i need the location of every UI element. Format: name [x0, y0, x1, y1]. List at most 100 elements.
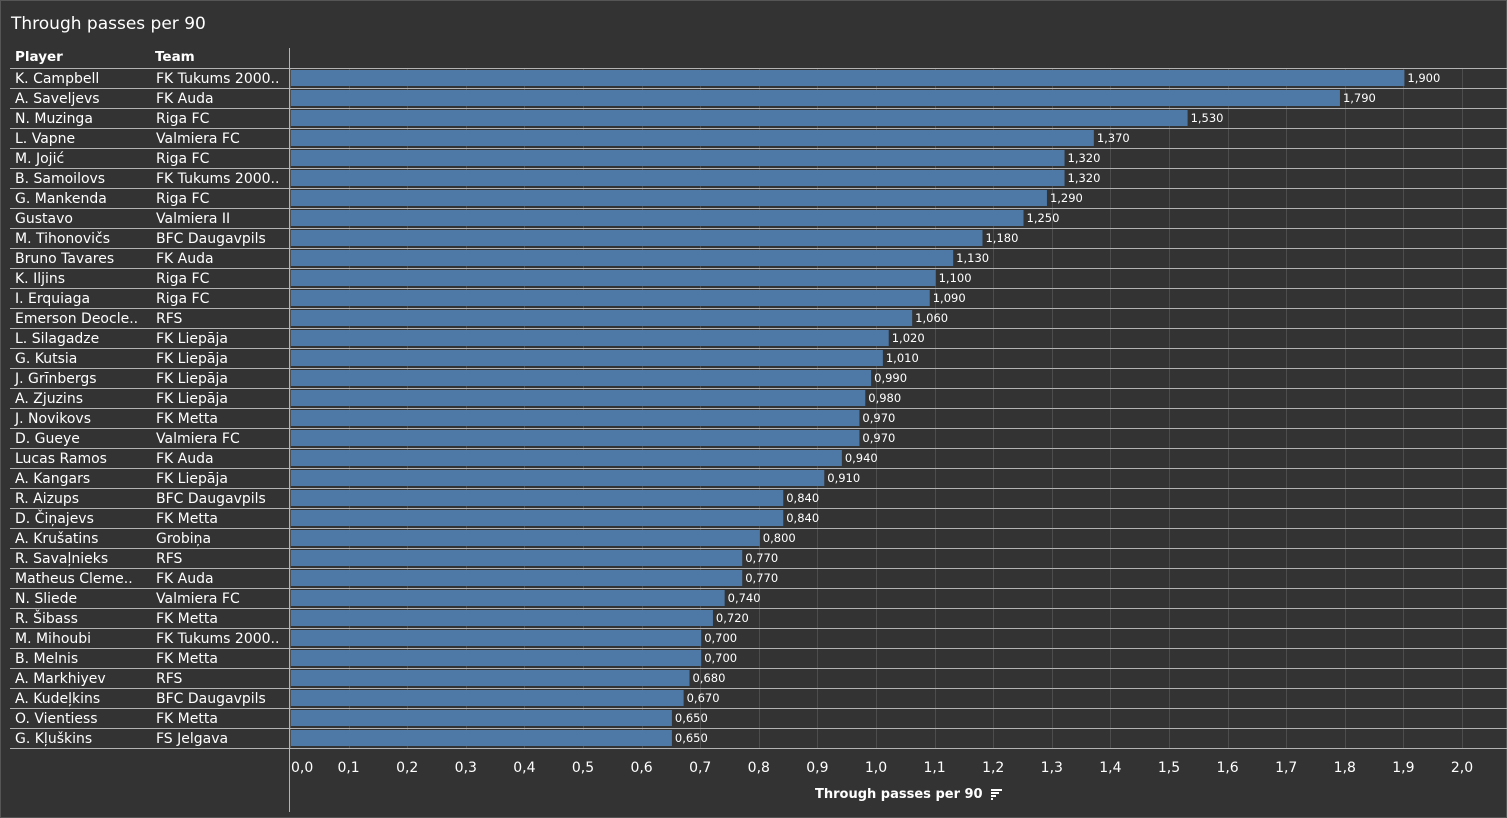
team-name[interactable]: FK Metta [156, 651, 218, 667]
player-name[interactable]: R. Šibass [15, 609, 78, 627]
bar[interactable] [291, 210, 1024, 226]
bar[interactable] [291, 130, 1094, 146]
team-name[interactable]: FK Liepāja [156, 331, 228, 347]
bar[interactable] [291, 730, 672, 746]
bar[interactable] [291, 490, 784, 506]
bar[interactable] [291, 250, 954, 266]
team-name[interactable]: FK Auda [156, 451, 214, 467]
team-name[interactable]: FK Liepāja [156, 391, 228, 407]
player-name[interactable]: L. Vapne [15, 131, 75, 147]
bar[interactable] [291, 110, 1188, 126]
player-name[interactable]: B. Melnis [15, 651, 78, 667]
player-name[interactable]: A. Saveljevs [15, 91, 100, 107]
bar[interactable] [291, 70, 1405, 86]
player-name[interactable]: G. Kļuškins [15, 731, 92, 747]
team-name[interactable]: FK Metta [156, 711, 218, 727]
bar[interactable] [291, 390, 866, 406]
bar[interactable] [291, 550, 743, 566]
bar[interactable] [291, 230, 983, 246]
player-name[interactable]: N. Sliede [15, 591, 77, 607]
player-name[interactable]: Emerson Deocle.. [15, 311, 138, 327]
team-name[interactable]: BFC Daugavpils [156, 691, 266, 707]
bar[interactable] [291, 610, 713, 626]
bar[interactable] [291, 190, 1047, 206]
team-name[interactable]: FK Tukums 2000.. [156, 71, 279, 87]
bar[interactable] [291, 590, 725, 606]
bar[interactable] [291, 150, 1065, 166]
bar[interactable] [291, 90, 1340, 106]
player-name[interactable]: L. Silagadze [15, 331, 99, 347]
team-name[interactable]: FS Jelgava [156, 731, 228, 747]
x-axis-title[interactable]: Through passes per 90 [815, 787, 1003, 802]
team-name[interactable]: FK Metta [156, 511, 218, 527]
team-name[interactable]: Riga FC [156, 291, 210, 307]
player-name[interactable]: Matheus Cleme.. [15, 571, 133, 587]
bar[interactable] [291, 290, 930, 306]
bar[interactable] [291, 170, 1065, 186]
bar[interactable] [291, 330, 889, 346]
team-name[interactable]: Valmiera FC [156, 131, 240, 147]
team-name[interactable]: Valmiera FC [156, 591, 240, 607]
player-name[interactable]: Bruno Tavares [15, 251, 114, 267]
bar[interactable] [291, 510, 784, 526]
team-name[interactable]: BFC Daugavpils [156, 491, 266, 507]
team-name[interactable]: Riga FC [156, 191, 210, 207]
team-name[interactable]: Valmiera II [156, 211, 230, 227]
bar[interactable] [291, 350, 883, 366]
player-name[interactable]: G. Mankenda [15, 191, 107, 207]
player-name[interactable]: Gustavo [15, 211, 73, 227]
team-name[interactable]: RFS [156, 671, 183, 687]
bar[interactable] [291, 690, 684, 706]
bar[interactable] [291, 630, 702, 646]
team-name[interactable]: Riga FC [156, 271, 210, 287]
team-name[interactable]: FK Metta [156, 611, 218, 627]
player-name[interactable]: N. Muzinga [15, 111, 93, 127]
player-name[interactable]: A. Krušatins [15, 531, 98, 547]
player-column-header[interactable]: Player [15, 49, 63, 65]
bar[interactable] [291, 450, 842, 466]
bar[interactable] [291, 710, 672, 726]
player-name[interactable]: M. Tihonovičs [15, 231, 110, 247]
bar[interactable] [291, 430, 860, 446]
team-name[interactable]: FK Auda [156, 571, 214, 587]
player-name[interactable]: G. Kutsia [15, 351, 77, 367]
team-name[interactable]: FK Tukums 2000.. [156, 171, 279, 187]
team-name[interactable]: FK Auda [156, 91, 214, 107]
sort-descending-icon[interactable] [991, 789, 1003, 800]
player-name[interactable]: K. Iljins [15, 271, 65, 287]
player-name[interactable]: I. Erquiaga [15, 291, 90, 307]
bar[interactable] [291, 370, 872, 386]
player-name[interactable]: A. Kudeļkins [15, 691, 100, 707]
player-name[interactable]: A. Zjuzins [15, 391, 83, 407]
player-name[interactable]: A. Markhiyev [15, 671, 106, 687]
team-name[interactable]: FK Auda [156, 251, 214, 267]
team-name[interactable]: FK Tukums 2000.. [156, 631, 279, 647]
bar[interactable] [291, 650, 702, 666]
team-name[interactable]: FK Liepāja [156, 351, 228, 367]
player-name[interactable]: M. Mihoubi [15, 631, 91, 647]
team-name[interactable]: Valmiera FC [156, 431, 240, 447]
team-name[interactable]: Riga FC [156, 111, 210, 127]
bar[interactable] [291, 570, 743, 586]
player-name[interactable]: O. Vientiess [15, 711, 98, 727]
player-name[interactable]: J. Grīnbergs [14, 371, 97, 387]
player-name[interactable]: A. Kangars [15, 471, 90, 487]
player-name[interactable]: Lucas Ramos [15, 451, 107, 467]
player-name[interactable]: D. Gueye [15, 431, 80, 447]
team-name[interactable]: RFS [156, 551, 183, 567]
player-name[interactable]: R. Savaļnieks [15, 551, 108, 567]
team-name[interactable]: RFS [156, 311, 183, 327]
player-name[interactable]: K. Campbell [15, 71, 99, 87]
team-name[interactable]: Riga FC [156, 151, 210, 167]
team-name[interactable]: FK Liepāja [156, 471, 228, 487]
team-name[interactable]: Grobiņa [156, 531, 211, 547]
bar[interactable] [291, 410, 860, 426]
team-column-header[interactable]: Team [155, 49, 195, 65]
bar[interactable] [291, 670, 690, 686]
player-name[interactable]: J. Novikovs [14, 411, 91, 427]
team-name[interactable]: FK Metta [156, 411, 218, 427]
bar[interactable] [291, 270, 936, 286]
bar[interactable] [291, 470, 825, 486]
player-name[interactable]: B. Samoilovs [15, 171, 105, 187]
bar[interactable] [291, 530, 760, 546]
